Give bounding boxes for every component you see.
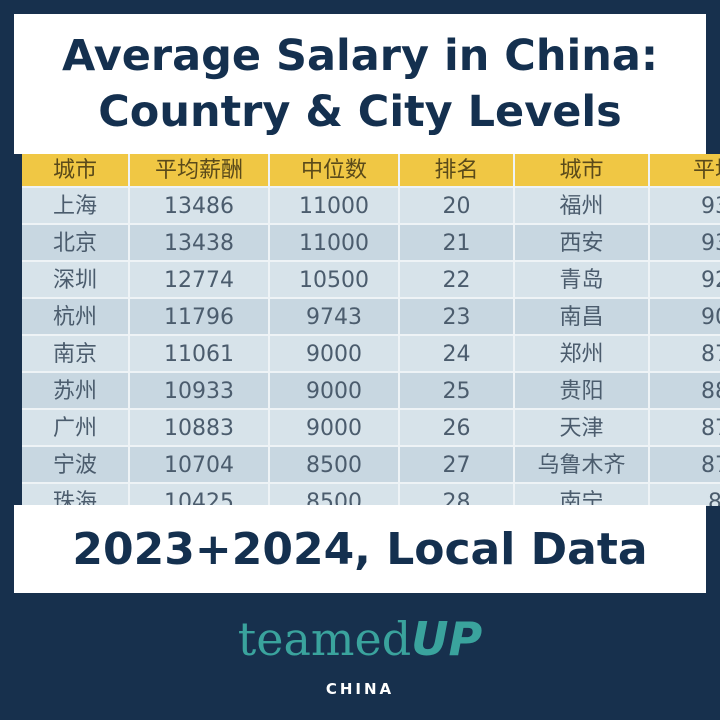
table-cell: 88 (650, 373, 720, 410)
table-cell: 23 (400, 299, 515, 336)
table-cell: 天津 (515, 410, 650, 447)
table-cell: 10933 (130, 373, 270, 410)
header-cell: 中位数 (270, 154, 400, 188)
salary-table: 城市平均薪酬中位数排名城市平均上海134861100020福州93北京13438… (22, 154, 720, 506)
table-cell: 南昌 (515, 299, 650, 336)
table-cell: 28 (400, 484, 515, 506)
table-cell: 20 (400, 188, 515, 225)
logo-subtitle: CHINA (325, 680, 395, 698)
banner-text: 2023+2024, Local Data (72, 523, 648, 575)
table-cell: 南宁 (515, 484, 650, 506)
table-cell: 11061 (130, 336, 270, 373)
table-cell: 宁波 (22, 447, 130, 484)
table-cell: 90 (650, 299, 720, 336)
logo-text-bold: UP (411, 612, 483, 666)
logo-text: teamed (237, 612, 412, 666)
table-cell: 8500 (270, 484, 400, 506)
table-cell: 北京 (22, 225, 130, 262)
table-cell: 乌鲁木齐 (515, 447, 650, 484)
table-cell: 广州 (22, 410, 130, 447)
banner: 2023+2024, Local Data (14, 505, 706, 593)
table-cell: 西安 (515, 225, 650, 262)
table-cell: 9000 (270, 373, 400, 410)
table-cell: 11000 (270, 188, 400, 225)
table-cell: 10704 (130, 447, 270, 484)
header-cell: 平均薪酬 (130, 154, 270, 188)
table-cell: 93 (650, 225, 720, 262)
table-cell: 12774 (130, 262, 270, 299)
table-cell: 青岛 (515, 262, 650, 299)
table-cell: 11000 (270, 225, 400, 262)
table-cell: 87 (650, 410, 720, 447)
table-cell: 苏州 (22, 373, 130, 410)
table-cell: 8 (650, 484, 720, 506)
table-cell: 福州 (515, 188, 650, 225)
table-cell: 9000 (270, 410, 400, 447)
table-cell: 21 (400, 225, 515, 262)
table-cell: 南京 (22, 336, 130, 373)
title-box: Average Salary in China: Country & City … (14, 14, 706, 154)
table-cell: 贵阳 (515, 373, 650, 410)
table-cell: 9000 (270, 336, 400, 373)
table-cell: 27 (400, 447, 515, 484)
table-cell: 13486 (130, 188, 270, 225)
table-cell: 10883 (130, 410, 270, 447)
table-cell: 22 (400, 262, 515, 299)
table-cell: 92 (650, 262, 720, 299)
header-cell: 排名 (400, 154, 515, 188)
table-cell: 11796 (130, 299, 270, 336)
header-cell: 城市 (22, 154, 130, 188)
table-cell: 25 (400, 373, 515, 410)
table-cell: 87 (650, 336, 720, 373)
table-cell: 13438 (130, 225, 270, 262)
table-cell: 深圳 (22, 262, 130, 299)
table-cell: 24 (400, 336, 515, 373)
table-cell: 26 (400, 410, 515, 447)
table-cell: 10500 (270, 262, 400, 299)
table-cell: 9743 (270, 299, 400, 336)
table-cell: 93 (650, 188, 720, 225)
table-cell: 杭州 (22, 299, 130, 336)
title-line: Country & City Levels (98, 87, 622, 137)
table-cell: 上海 (22, 188, 130, 225)
title-line: Average Salary in China: (61, 31, 659, 81)
header-cell: 城市 (515, 154, 650, 188)
table-cell: 郑州 (515, 336, 650, 373)
table-cell: 8500 (270, 447, 400, 484)
table-cell: 珠海 (22, 484, 130, 506)
table-cell: 87 (650, 447, 720, 484)
logo: teamedUP (0, 612, 720, 666)
table-cell: 10425 (130, 484, 270, 506)
header-cell: 平均 (650, 154, 720, 188)
